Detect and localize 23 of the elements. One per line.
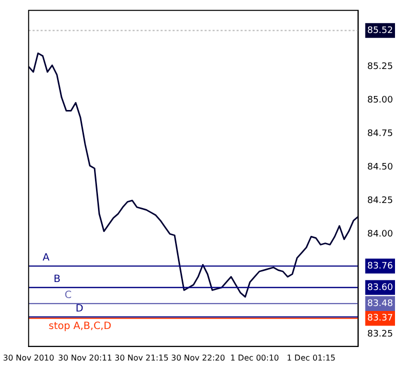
ref-line-label: A — [42, 252, 50, 264]
y-tick-label: 85.25 — [367, 62, 393, 72]
y-tick-label: 83.37 — [367, 314, 393, 324]
y-tick-label: 83.60 — [367, 282, 394, 293]
y-tick-label: 83.25 — [367, 330, 393, 340]
x-tick-label: 1 Dec 01:15 — [286, 353, 336, 362]
ref-line-label: D — [76, 304, 84, 315]
x-tick-label: 1 Dec 00:10 — [230, 353, 279, 362]
y-tick-label: 84.00 — [367, 229, 394, 240]
ref-line-label: B — [54, 274, 61, 286]
x-tick-label: 30 Nov 22:20 — [171, 353, 226, 362]
y-tick-label: 85.00 — [367, 95, 394, 106]
y-tick-label: 84.50 — [367, 162, 394, 172]
y-tick-label: 84.25 — [367, 196, 393, 206]
y-tick-label: 85.52 — [367, 26, 393, 36]
x-tick-label: 30 Nov 21:15 — [114, 353, 169, 362]
ref-line-label: C — [64, 290, 72, 302]
x-tick-label: 30 Nov 2010 — [2, 353, 54, 362]
ref-line-label: stop A,B,C,D — [48, 320, 112, 332]
y-tick-label: 83.48 — [367, 298, 394, 309]
y-tick-label: 84.75 — [367, 128, 393, 139]
x-tick-label: 30 Nov 20:11 — [58, 353, 112, 362]
y-tick-label: 83.76 — [367, 261, 394, 272]
